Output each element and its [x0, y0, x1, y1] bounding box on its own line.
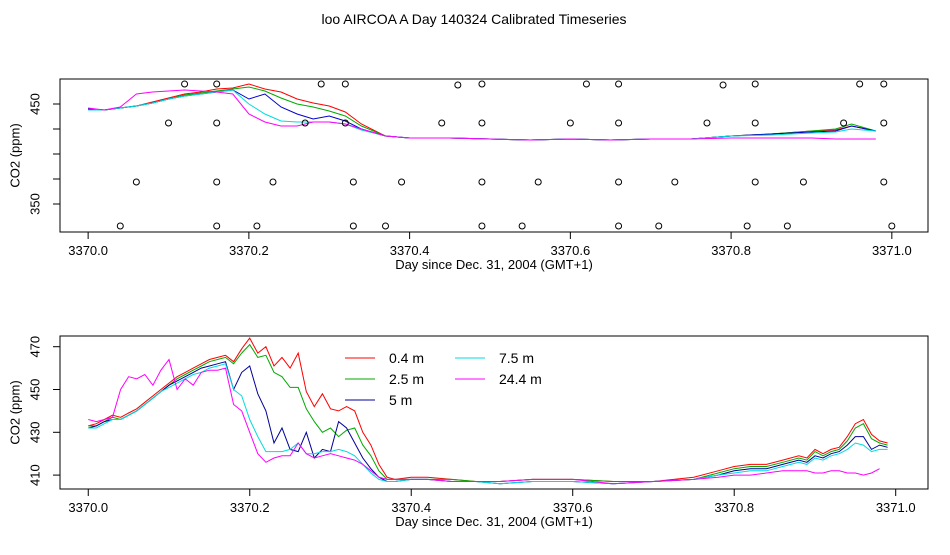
plot-frame [59, 335, 929, 490]
data-point-marker [165, 119, 172, 127]
data-point-marker [751, 80, 759, 88]
data-point-marker [880, 119, 888, 127]
data-point-marker [880, 178, 888, 186]
data-point-marker [478, 80, 486, 88]
data-point-marker [269, 178, 277, 186]
top-panel: 3370.0 3370.2 3370.4 3370.6 3370.8 3371.0 Day … [7, 78, 929, 272]
data-point-marker [317, 80, 325, 88]
data-point-marker [518, 222, 526, 230]
data-point-marker [454, 81, 462, 89]
y-tick-label: 450 [27, 93, 42, 115]
series-line [88, 337, 888, 482]
data-point-marker [382, 222, 389, 230]
data-point-marker [213, 119, 221, 127]
y-axis-label: CO2 (ppm) [7, 123, 22, 187]
series-line [88, 361, 888, 485]
data-point-marker [671, 178, 679, 186]
x-tick-label: 3370.2 [229, 243, 269, 258]
data-point-marker [341, 80, 349, 88]
legend-label: 2.5 m [389, 371, 424, 387]
data-point-marker [213, 80, 221, 88]
legend-label: 5 m [389, 392, 412, 408]
data-point-marker [856, 80, 864, 88]
data-point-marker [478, 178, 486, 186]
y-tick-label: 470 [27, 336, 42, 358]
series-line [88, 89, 876, 141]
data-point-marker [615, 178, 623, 186]
data-point-marker [799, 178, 807, 186]
x-tick-label: 3370.8 [711, 243, 751, 258]
data-point-marker [349, 178, 357, 186]
data-point-marker [132, 178, 140, 186]
legend-label: 0.4 m [389, 350, 424, 366]
series-line [88, 89, 876, 141]
x-tick-label: 3370.4 [390, 243, 430, 258]
data-point-marker [615, 222, 623, 230]
x-tick-label: 3370.0 [68, 243, 108, 258]
data-point-marker [349, 222, 357, 230]
data-point-marker [783, 222, 791, 230]
y-tick-label: 450 [27, 379, 42, 401]
plot-frame [59, 78, 929, 233]
x-tick-label: 3370.0 [68, 500, 108, 515]
data-point-marker [840, 119, 848, 127]
series-line [88, 358, 880, 485]
data-point-marker [566, 119, 574, 127]
data-point-marker [213, 178, 221, 186]
y-tick-label: 350 [27, 193, 42, 215]
x-tick-label: 3370.6 [550, 243, 590, 258]
series-line [88, 86, 876, 141]
data-point-marker [301, 119, 309, 127]
series-line [88, 343, 888, 482]
bottom-panel: 3370.0 3370.2 3370.4 3370.6 3370.8 3371.0 Day … [7, 335, 929, 529]
data-point-marker [213, 222, 221, 230]
y-axis-label: CO2 (ppm) [7, 380, 22, 444]
x-tick-label: 3371.0 [876, 500, 916, 515]
y-tick-label: 430 [27, 421, 42, 443]
x-tick-label: 3370.2 [230, 500, 270, 515]
data-point-marker [719, 81, 727, 89]
data-point-marker [615, 80, 623, 88]
data-point-marker [703, 119, 711, 127]
legend-label: 24.4 m [499, 371, 542, 387]
data-point-marker [751, 119, 759, 127]
x-tick-label: 3371.0 [872, 243, 912, 258]
data-point-marker [582, 80, 590, 88]
data-point-marker [116, 222, 124, 230]
series-line [88, 89, 876, 141]
y-tick-label: 410 [27, 464, 42, 486]
data-point-marker [181, 80, 189, 88]
data-point-marker [655, 222, 663, 230]
data-point-marker [534, 178, 542, 186]
data-point-marker [253, 222, 261, 230]
x-tick-label: 3370.8 [714, 500, 754, 515]
legend-label: 7.5 m [499, 350, 534, 366]
x-axis-label: Day since Dec. 31, 2004 (GMT+1) [395, 514, 593, 529]
data-point-marker [341, 119, 349, 127]
data-point-marker [615, 119, 623, 127]
x-tick-label: 3370.6 [553, 500, 593, 515]
data-point-marker [880, 80, 888, 88]
data-point-marker [398, 178, 406, 186]
data-point-marker [751, 178, 759, 186]
x-axis-label: Day since Dec. 31, 2004 (GMT+1) [395, 257, 593, 272]
data-point-marker [888, 222, 896, 230]
data-point-marker [478, 222, 486, 230]
data-point-marker [478, 119, 486, 127]
x-tick-label: 3370.4 [391, 500, 431, 515]
data-point-marker [743, 222, 751, 230]
chart-title: loo AIRCOA A Day 140324 Calibrated Times… [321, 11, 626, 27]
data-point-marker [438, 119, 446, 127]
